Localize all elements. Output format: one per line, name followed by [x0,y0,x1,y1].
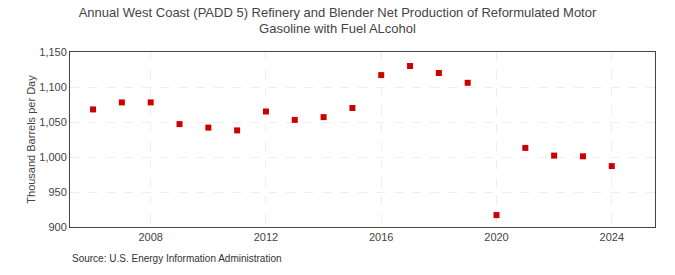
svg-text:Annual West Coast (PADD 5) Ref: Annual West Coast (PADD 5) Refinery and … [79,5,597,37]
svg-text:1,100: 1,100 [39,81,67,93]
svg-text:2024: 2024 [600,231,624,243]
svg-text:1,150: 1,150 [39,46,67,58]
svg-text:2012: 2012 [254,231,278,243]
svg-text:2020: 2020 [484,231,508,243]
svg-text:1,000: 1,000 [39,151,67,163]
svg-text:2008: 2008 [138,231,162,243]
svg-text:1,050: 1,050 [39,116,67,128]
svg-text:Source: U.S. Energy Informatio: Source: U.S. Energy Information Administ… [72,253,282,264]
svg-text:Thousand Barrels per Day: Thousand Barrels per Day [25,75,37,204]
svg-text:900: 900 [48,221,66,233]
svg-text:2016: 2016 [369,231,393,243]
svg-text:950: 950 [48,186,66,198]
